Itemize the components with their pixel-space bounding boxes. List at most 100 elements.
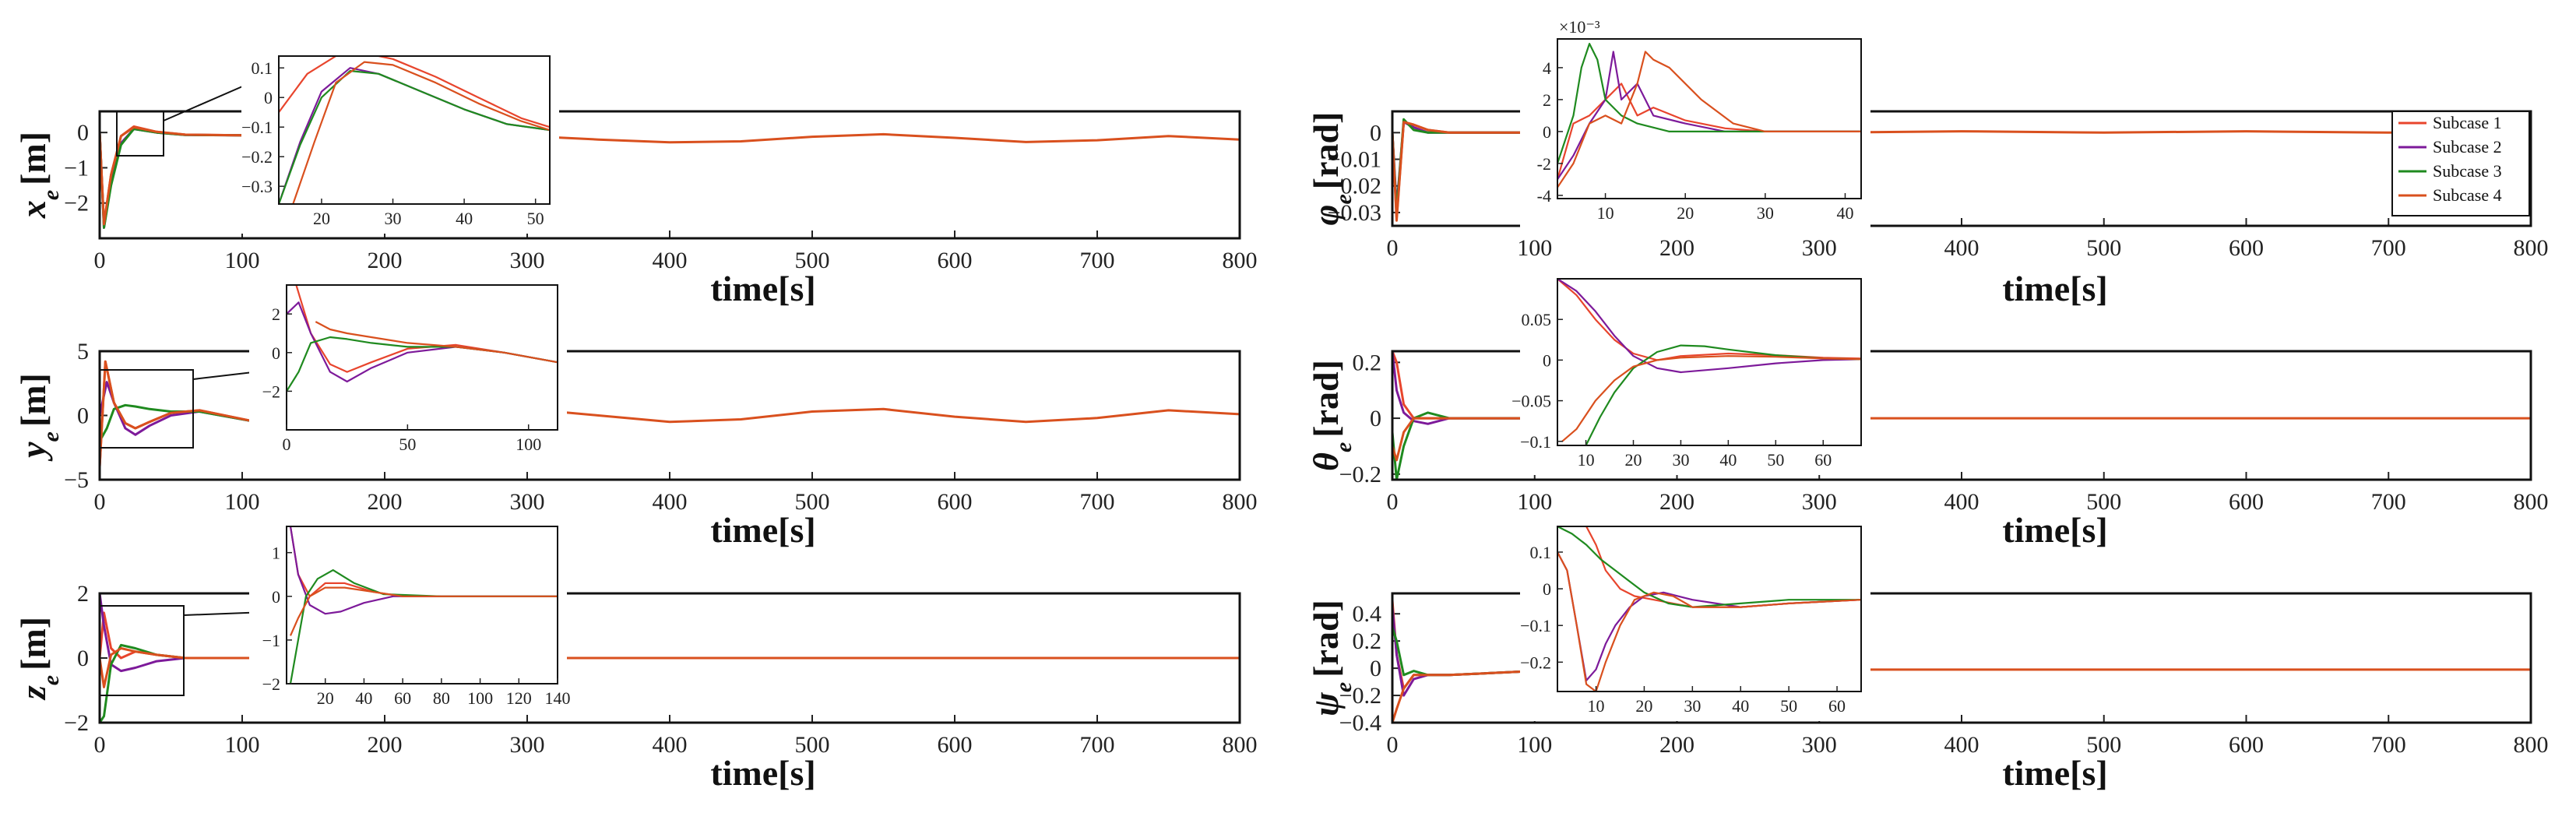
- inset-x-tick-label: 40: [456, 209, 473, 228]
- inset-y-tick-label: 0.05: [1522, 310, 1552, 329]
- legend-entry-label: Subcase 1: [2433, 113, 2502, 132]
- x-tick-label: 700: [1080, 248, 1115, 273]
- x-tick-label: 0: [1387, 489, 1399, 515]
- x-tick-label: 100: [225, 489, 260, 515]
- y-tick-label: −0.2: [1339, 462, 1381, 487]
- inset-series-line-1: [1557, 83, 1861, 180]
- x-tick-label: 0: [94, 248, 106, 273]
- legend-entry-label: Subcase 2: [2433, 137, 2502, 157]
- subplot-6: 0 100 200 300 400 500 600 700 8000.40.20−0.2−0.4…: [1306, 522, 2549, 793]
- inset-x-tick-label: 30: [385, 209, 402, 228]
- x-tick-label: 700: [1080, 732, 1115, 758]
- x-tick-label: 600: [2229, 732, 2264, 758]
- inset-x-tick-label: 100: [516, 435, 541, 454]
- x-tick-label: 600: [938, 248, 973, 273]
- x-tick-label: 300: [1802, 489, 1837, 515]
- x-tick-label: 200: [368, 732, 403, 758]
- inset-frame: [286, 284, 558, 431]
- x-tick-label: 500: [795, 732, 830, 758]
- inset-x-tick-label: 20: [1635, 696, 1652, 716]
- inset-background: [249, 280, 567, 459]
- x-tick-label: 800: [1223, 248, 1258, 273]
- legend-entry-label: Subcase 4: [2433, 185, 2502, 205]
- x-tick-label: 0: [94, 732, 106, 758]
- inset-x-tick-label: 30: [1757, 203, 1774, 223]
- x-tick-label: 100: [225, 248, 260, 273]
- inset-series-line-4: [315, 321, 558, 364]
- x-tick-label: 200: [368, 248, 403, 273]
- y-tick-label: −0.02: [1328, 174, 1381, 199]
- inset-y-tick-label: −0.05: [1511, 392, 1551, 411]
- inset-x-tick-label: 30: [1684, 696, 1701, 716]
- inset-x-tick-label: 10: [1588, 696, 1605, 716]
- inset-plot: 0 50 100 −2 0 2: [249, 280, 567, 459]
- inset-x-tick-label: 0: [283, 435, 291, 454]
- inset-x-tick-label: 50: [527, 209, 544, 228]
- x-tick-label: 500: [795, 248, 830, 273]
- axes-frame: [1391, 350, 2532, 481]
- x-tick-label: 500: [2086, 235, 2121, 261]
- y-tick-label: 5: [77, 339, 89, 364]
- x-tick-label: 100: [225, 732, 260, 758]
- inset-series-line-2: [1557, 279, 1861, 374]
- subplot-3: 0 100 200 300 400 500 600 700 800−202time[s]ze[m…: [13, 522, 1258, 793]
- x-tick-label: 700: [2371, 732, 2406, 758]
- inset-series-line-4: [1557, 551, 1861, 692]
- y-axis-label: ψe[rad]: [1306, 600, 1357, 716]
- y-tick-label: −0.03: [1328, 200, 1381, 226]
- y-tick-label: 0: [1370, 406, 1381, 431]
- x-axis-label: time[s]: [2002, 753, 2107, 793]
- inset-y-tick-label: −0.1: [1520, 432, 1551, 452]
- y-tick-label: 0.4: [1353, 601, 1382, 627]
- inset-series-line-4: [292, 61, 550, 204]
- y-tick-label: −5: [64, 467, 89, 493]
- y-tick-label: −2: [64, 191, 89, 216]
- x-tick-label: 600: [2229, 235, 2264, 261]
- subplot-1: 0 100 200 300 400 500 600 700 800−2−10time[s]xe[…: [13, 51, 1258, 308]
- inset-y-tick-label: −2: [262, 674, 280, 694]
- y-tick-label: −0.01: [1328, 147, 1381, 173]
- inset-x-tick-label: 50: [1780, 696, 1797, 716]
- x-tick-label: 700: [2371, 235, 2406, 261]
- x-tick-label: 600: [938, 732, 973, 758]
- y-axis-label: ye[m]: [13, 373, 64, 462]
- x-tick-label: 300: [510, 489, 545, 515]
- x-tick-label: 800: [2514, 732, 2549, 758]
- y-tick-label: 0: [77, 403, 89, 429]
- x-tick-label: 700: [2371, 489, 2406, 515]
- inset-x-tick-label: 40: [1732, 696, 1749, 716]
- inset-y-tick-label: −0.3: [241, 177, 273, 196]
- series-line-4: [100, 647, 1240, 688]
- inset-plot: 20 40 60 80 100 120 140 −2 −1 0 1: [249, 522, 571, 713]
- y-tick-label: 2: [77, 581, 89, 607]
- inset-y-tick-label: -2: [1537, 154, 1551, 174]
- x-axis-label: time[s]: [710, 753, 815, 793]
- inset-x-tick-label: 40: [1719, 450, 1737, 470]
- inset-x-tick-label: 100: [467, 688, 493, 708]
- inset-y-tick-label: -4: [1537, 186, 1551, 206]
- x-tick-label: 200: [368, 489, 403, 515]
- inset-x-tick-label: 20: [317, 688, 334, 708]
- x-tick-label: 400: [1944, 235, 1980, 261]
- inset-x-tick-label: 60: [394, 688, 411, 708]
- inset-y-tick-label: 0: [264, 88, 273, 107]
- y-tick-label: 0: [77, 120, 89, 146]
- axes-frame: [1391, 592, 2532, 724]
- subplot-2: 0 100 200 300 400 500 600 700 800−505time[s]ye[m…: [13, 280, 1258, 550]
- inset-x-tick-label: 30: [1672, 450, 1689, 470]
- x-tick-label: 0: [1387, 235, 1399, 261]
- y-tick-label: 0.2: [1353, 628, 1382, 654]
- x-tick-label: 300: [1802, 235, 1837, 261]
- legend-box: [2391, 111, 2530, 216]
- inset-plot: 10 20 30 40 50 60 −0.2 −0.1 0 0.1: [1520, 522, 1870, 721]
- x-tick-label: 200: [1659, 732, 1694, 758]
- series-line-2: [100, 381, 257, 436]
- x-tick-label: 100: [1517, 489, 1552, 515]
- x-tick-label: 500: [795, 489, 830, 515]
- x-tick-label: 300: [1802, 732, 1837, 758]
- inset-plot: 20 30 40 50 −0.3 −0.2 −0.1 0 0.1: [241, 51, 559, 234]
- inset-y-tick-label: 0: [272, 587, 280, 607]
- inset-y-tick-label: −0.2: [241, 147, 273, 167]
- x-tick-label: 400: [1944, 732, 1980, 758]
